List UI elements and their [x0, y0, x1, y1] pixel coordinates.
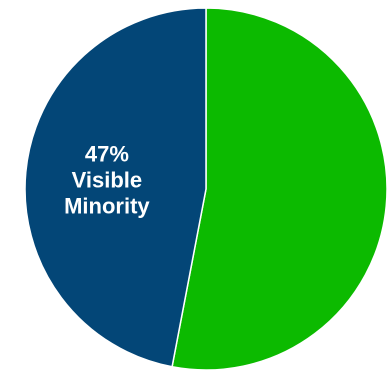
pie-slice-0 [171, 7, 388, 371]
pie-slices [24, 7, 388, 371]
pie-slice-label-1: 47% Visible Minority [64, 142, 150, 219]
pie-slice-1 [24, 7, 207, 368]
pie-slice-label-line: Visible [72, 168, 143, 193]
pie-labels: 47% Visible Minority [64, 142, 150, 219]
pie-slice-label-line: Minority [64, 194, 150, 219]
pie-slice-label-line: 47% [85, 142, 129, 167]
